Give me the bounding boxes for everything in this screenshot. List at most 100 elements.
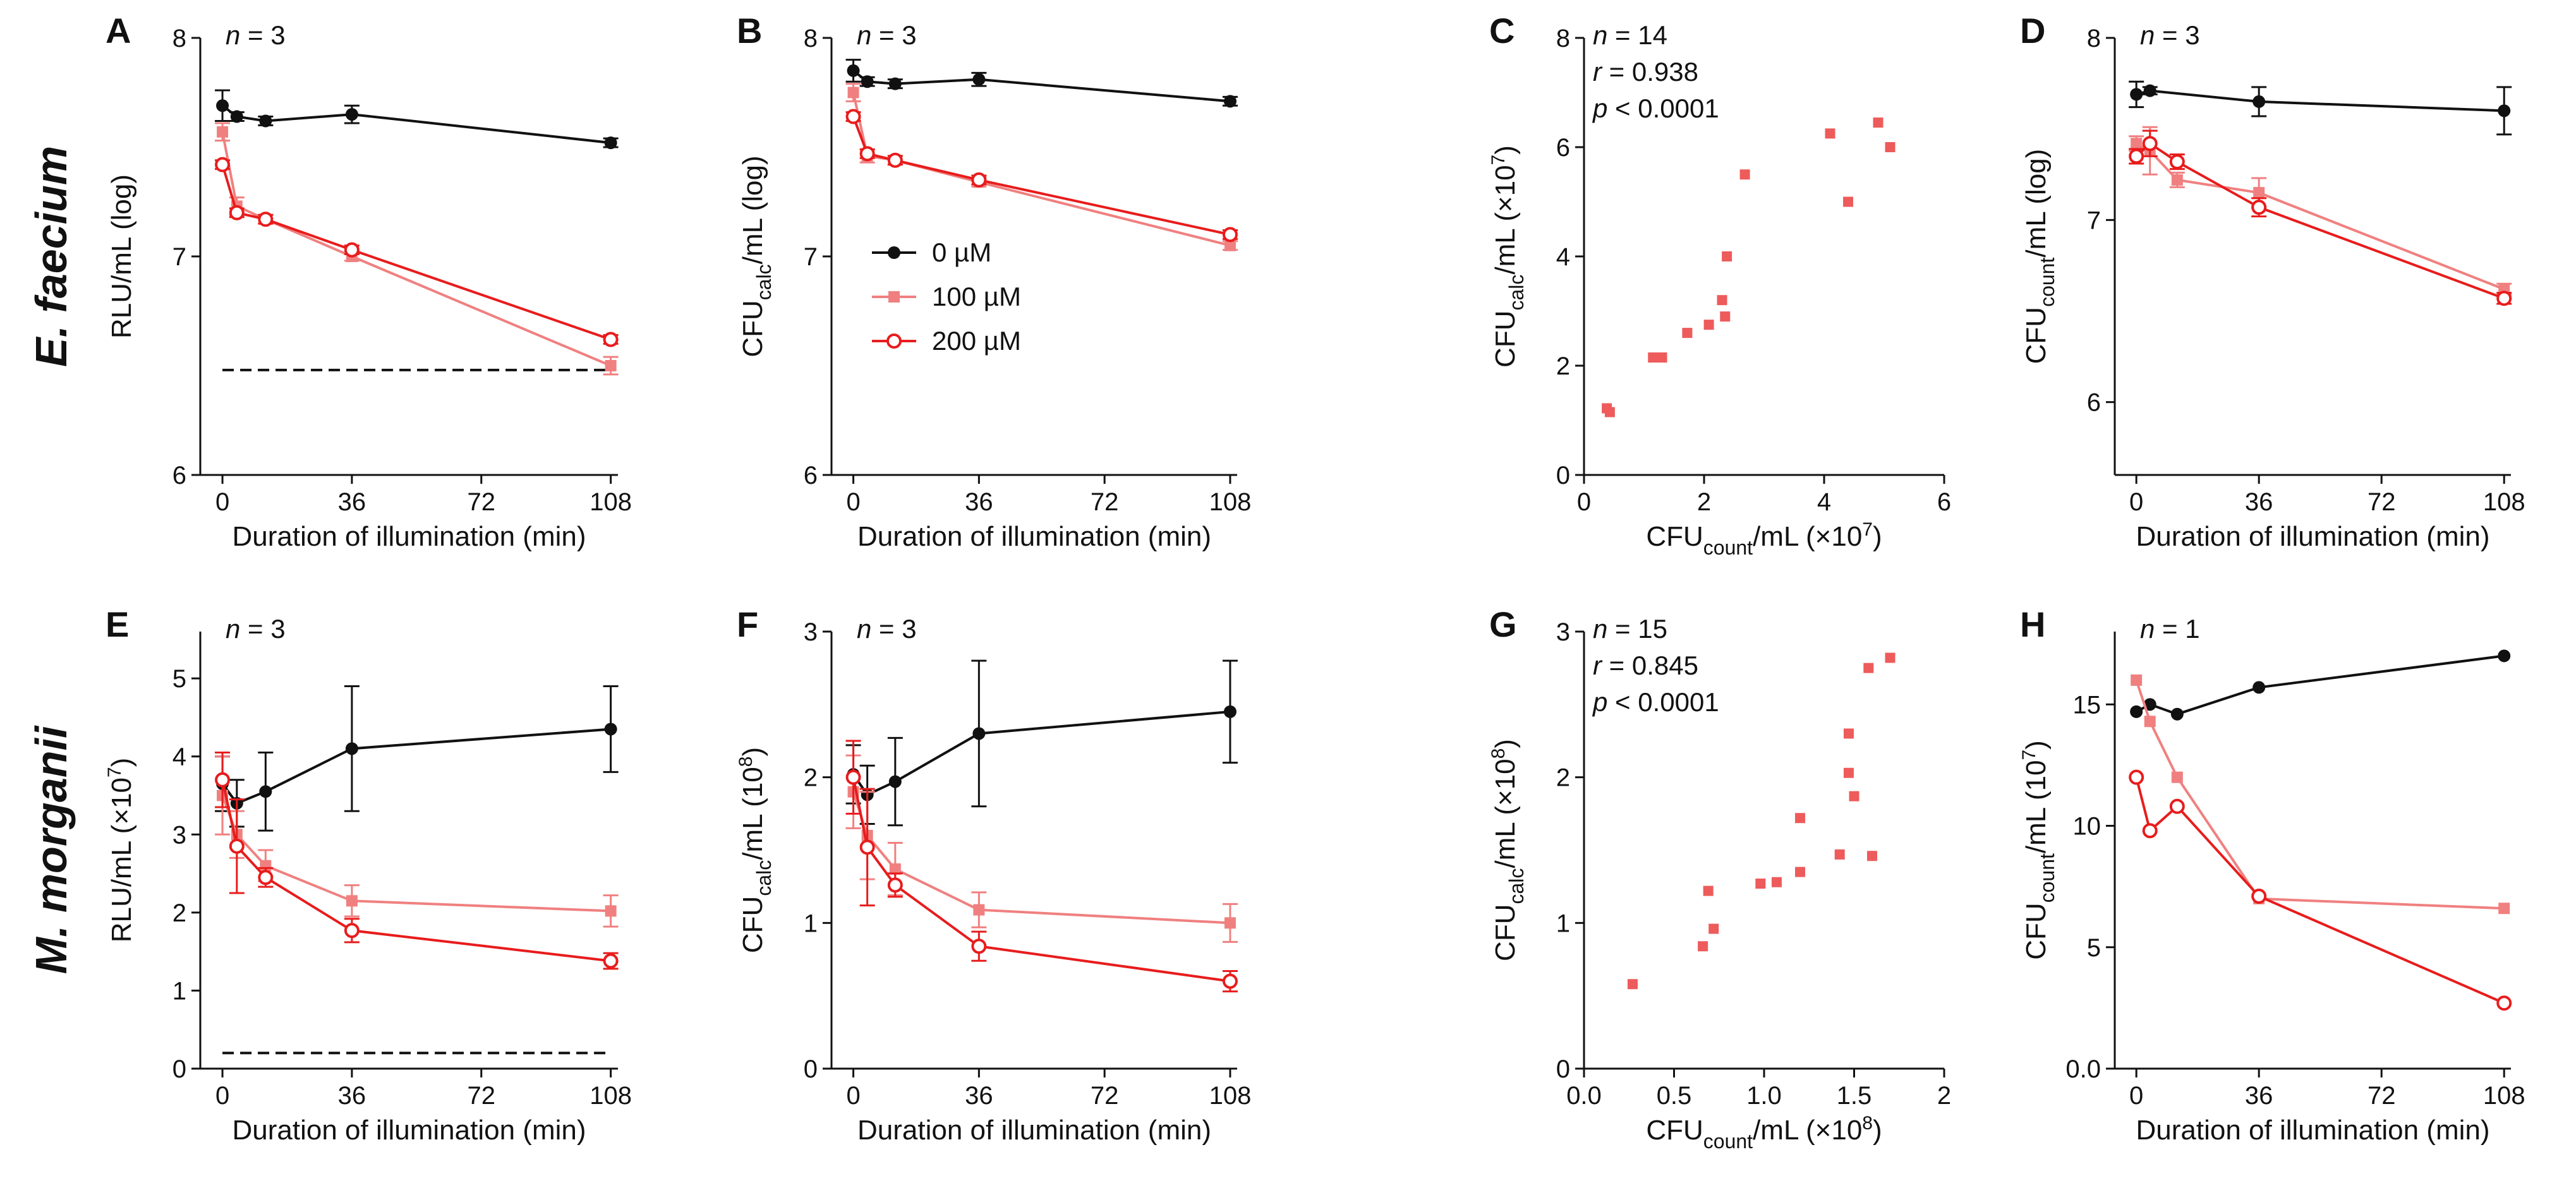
stat-value: = 1 bbox=[2155, 614, 2199, 644]
x-label-subscript: count bbox=[1703, 1130, 1753, 1153]
y-label-rest: /mL (×10 bbox=[1490, 759, 1521, 868]
data-point bbox=[229, 205, 245, 220]
y-tick-label: 8 bbox=[172, 25, 186, 52]
stat-symbol: n bbox=[226, 20, 240, 50]
series-line bbox=[2136, 142, 2505, 291]
data-point bbox=[2498, 903, 2510, 915]
y-label-close: ) bbox=[106, 758, 137, 767]
data-point bbox=[2251, 889, 2267, 904]
data-point bbox=[2496, 291, 2512, 306]
panel-letter: C bbox=[1489, 11, 1515, 51]
scatter-point bbox=[1885, 652, 1896, 663]
scatter-point bbox=[1849, 791, 1859, 801]
y-axis-label: RLU/mL (log) bbox=[106, 174, 137, 339]
y-tick-label: 3 bbox=[172, 821, 186, 849]
x-tick-label: 36 bbox=[2245, 1082, 2273, 1110]
data-point bbox=[230, 110, 243, 123]
panel-letter: G bbox=[1489, 604, 1517, 644]
y-label-subscript: calc bbox=[1505, 275, 1528, 311]
series-line bbox=[221, 131, 612, 367]
x-axis-label: Duration of illumination (min) bbox=[857, 1115, 1211, 1146]
data-point bbox=[2130, 88, 2143, 101]
series-line bbox=[852, 777, 1231, 983]
stat-value: = 15 bbox=[1607, 614, 1667, 644]
series-0M bbox=[2130, 649, 2511, 721]
data-point bbox=[345, 742, 358, 755]
x-label-main: Duration of illumination (min) bbox=[2136, 1115, 2490, 1146]
legend-label: 200 µM bbox=[932, 326, 1021, 356]
y-tick-label: 0.0 bbox=[2065, 1055, 2101, 1083]
series-line bbox=[2136, 654, 2505, 716]
data-point bbox=[845, 769, 861, 785]
scatter-point bbox=[1648, 352, 1659, 363]
series-line bbox=[221, 779, 611, 963]
stat-symbol: n bbox=[2140, 20, 2155, 50]
data-point bbox=[2131, 138, 2143, 150]
stat-symbol: n bbox=[226, 614, 240, 644]
legend: 0 µM 100 µM 200 µM bbox=[872, 237, 1021, 356]
n-annotation: n = 3 bbox=[226, 20, 286, 50]
y-label-rest: /mL (log) bbox=[737, 155, 768, 264]
y-label-main: CFU bbox=[737, 300, 768, 357]
x-tick-label: 0.0 bbox=[1566, 1082, 1602, 1110]
y-tick-label: 2 bbox=[1556, 352, 1570, 380]
stat-annotation: r = 0.845 bbox=[1593, 651, 1698, 680]
data-point bbox=[859, 839, 875, 855]
x-tick-label: 72 bbox=[2367, 488, 2396, 516]
data-point bbox=[971, 939, 987, 954]
y-tick-label: 8 bbox=[1556, 25, 1570, 52]
x-tick-label: 0.5 bbox=[1657, 1082, 1692, 1110]
x-tick-label: 0 bbox=[2129, 488, 2143, 516]
scatter-point bbox=[1682, 328, 1693, 339]
scatter-point bbox=[1795, 867, 1805, 877]
data-point bbox=[2496, 995, 2512, 1011]
series-100M bbox=[845, 754, 1238, 943]
series-line bbox=[2135, 141, 2505, 300]
data-point bbox=[604, 136, 617, 150]
y-tick-label: 15 bbox=[2073, 691, 2101, 719]
x-tick-label: 36 bbox=[338, 488, 366, 516]
legend-label: 0 µM bbox=[932, 237, 991, 267]
x-tick-label: 0 bbox=[846, 488, 860, 516]
series-200M bbox=[845, 740, 1238, 993]
data-point bbox=[2252, 681, 2266, 694]
data-point bbox=[258, 870, 274, 885]
n-annotation: n = 1 bbox=[2140, 614, 2200, 644]
y-axis-label: RLU/mL (×107) bbox=[104, 758, 137, 943]
scatter-point bbox=[1703, 320, 1714, 330]
data-point bbox=[859, 146, 875, 162]
y-tick-label: 0 bbox=[172, 1055, 186, 1083]
y-label-close: ) bbox=[1490, 145, 1521, 155]
x-label-main: Duration of illumination (min) bbox=[233, 1115, 586, 1146]
data-point bbox=[217, 126, 229, 138]
y-tick-label: 6 bbox=[804, 462, 818, 489]
x-tick-label: 0 bbox=[846, 1082, 860, 1110]
series-100M bbox=[215, 122, 619, 376]
panel-letter: H bbox=[2020, 604, 2045, 644]
row-label: E. faecium bbox=[27, 146, 76, 367]
data-point bbox=[2251, 200, 2267, 215]
scatter-point bbox=[1863, 663, 1874, 673]
x-label-main: Duration of illumination (min) bbox=[857, 1115, 1211, 1146]
data-point bbox=[259, 114, 272, 128]
stat-value: = 14 bbox=[1607, 20, 1667, 50]
y-axis-label: CFUcount/mL (107) bbox=[2019, 740, 2059, 960]
series-line bbox=[221, 728, 611, 805]
n-annotation: n = 3 bbox=[857, 20, 917, 50]
y-label-close: ) bbox=[737, 747, 768, 757]
data-point bbox=[1224, 917, 1236, 929]
y-tick-label: 7 bbox=[804, 243, 818, 271]
x-tick-label: 108 bbox=[590, 1082, 632, 1110]
scatter-point bbox=[1825, 128, 1835, 139]
stat-value: < 0.0001 bbox=[1607, 687, 1719, 717]
data-point bbox=[973, 904, 985, 916]
y-label-main: RLU/mL (log) bbox=[106, 174, 137, 339]
x-tick-label: 2 bbox=[1697, 488, 1711, 516]
y-label-main: CFU bbox=[1490, 311, 1521, 368]
y-label-subscript: calc bbox=[1505, 868, 1528, 904]
series-line bbox=[2136, 89, 2505, 112]
series-line bbox=[852, 791, 1231, 925]
x-label-main: Duration of illumination (min) bbox=[857, 521, 1211, 552]
